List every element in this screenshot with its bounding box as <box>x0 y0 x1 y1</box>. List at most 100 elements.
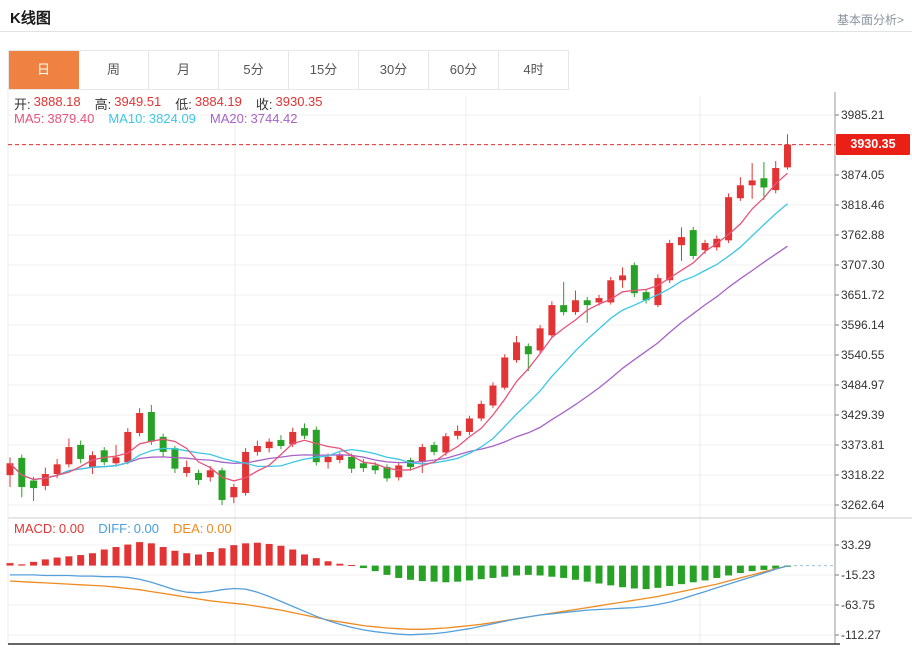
candle-body <box>489 385 497 406</box>
macd-bar <box>41 559 49 566</box>
macd-axis-label: -63.75 <box>841 598 875 612</box>
macd-bar <box>359 565 367 569</box>
dea-line <box>9 565 788 630</box>
macd-bar <box>736 565 744 574</box>
period-tab-6[interactable]: 60分 <box>429 51 499 89</box>
candle-body <box>30 480 38 489</box>
macd-bar <box>772 565 780 569</box>
macd-bar <box>595 565 603 584</box>
candle-body <box>53 464 61 475</box>
candle-body <box>477 403 485 419</box>
candle-body <box>560 305 568 313</box>
candle-body <box>242 451 250 493</box>
candle-body <box>112 457 120 464</box>
macd-bar <box>477 565 485 580</box>
macd-bar <box>524 565 532 575</box>
candle-body <box>6 463 14 476</box>
candle-body <box>689 230 697 256</box>
macd-bar <box>630 565 638 589</box>
chart-area[interactable]: 3985.21 3874.05 3818.46 3762.88 3707.30 3651.… <box>0 88 912 648</box>
candle-body <box>383 467 391 479</box>
candle-body <box>147 411 155 442</box>
candle-body <box>677 237 685 246</box>
macd-axis-label: 33.29 <box>841 538 871 552</box>
candle-body <box>324 456 332 463</box>
macd-bar <box>560 565 568 578</box>
price-axis-label: 3762.88 <box>841 228 885 242</box>
candle-body <box>654 278 662 306</box>
candle-body <box>312 429 320 463</box>
title-divider <box>0 31 912 32</box>
macd-bar <box>713 565 721 578</box>
macd-bar <box>301 554 308 566</box>
macd-bar <box>147 543 155 566</box>
period-tab-1[interactable]: 周 <box>79 51 149 89</box>
period-tab-0[interactable]: 日 <box>9 51 79 89</box>
candle-body <box>607 280 615 303</box>
macd-bar <box>136 542 144 566</box>
macd-bar <box>642 565 650 590</box>
macd-bar <box>18 564 26 566</box>
candle-body <box>630 265 638 294</box>
fundamental-analysis-link[interactable]: 基本面分析> <box>836 13 904 27</box>
current-price-tag: 3930.35 <box>836 134 910 155</box>
macd-bar <box>112 547 120 566</box>
period-tab-2[interactable]: 月 <box>149 51 219 89</box>
macd-bar <box>430 565 438 582</box>
candle-body <box>571 300 579 313</box>
macd-bar <box>571 565 579 580</box>
candle-body <box>336 455 344 461</box>
candle-body <box>642 292 650 301</box>
price-axis-label: 3484.97 <box>841 378 885 392</box>
macd-bar <box>654 565 662 588</box>
period-tab-3[interactable]: 5分 <box>219 51 289 89</box>
candle-body <box>359 463 367 469</box>
macd-bar <box>348 564 356 566</box>
period-tab-7[interactable]: 4时 <box>499 51 568 89</box>
macd-bar <box>418 565 426 582</box>
candle-body <box>183 467 191 473</box>
macd-bar <box>277 545 285 566</box>
candle-body <box>524 346 532 355</box>
macd-bar <box>501 565 509 577</box>
macd-bar <box>689 565 697 583</box>
macd-bar <box>454 565 462 582</box>
macd-bar <box>53 557 61 566</box>
macd-bar <box>77 555 85 566</box>
macd-bar <box>336 563 344 566</box>
candle-body <box>465 418 473 432</box>
macd-bar <box>65 556 73 566</box>
candle-body <box>136 413 144 434</box>
price-axis-label: 3818.46 <box>841 198 885 212</box>
price-axis-label: 3318.22 <box>841 468 885 482</box>
candle-body <box>783 144 791 168</box>
candle-body <box>159 436 167 452</box>
macd-bar <box>583 565 591 582</box>
period-tab-5[interactable]: 30分 <box>359 51 429 89</box>
price-axis-label: 3596.14 <box>841 318 885 332</box>
candle-body <box>748 180 756 186</box>
period-tab-4[interactable]: 15分 <box>289 51 359 89</box>
price-axis-label: 3373.81 <box>841 438 885 452</box>
macd-bar <box>619 565 627 588</box>
candle-body <box>595 298 603 303</box>
macd-bar <box>548 565 556 577</box>
price-axis-label: 3985.21 <box>841 108 885 122</box>
candle-body <box>88 455 96 468</box>
price-axis-label: 3707.30 <box>841 258 885 272</box>
macd-bar <box>6 563 14 566</box>
candle-body <box>194 472 202 480</box>
ma5-line <box>9 172 788 482</box>
macd-bar <box>371 565 379 572</box>
candle-body <box>583 300 591 306</box>
macd-bar <box>289 549 297 566</box>
kline-chart-canvas[interactable]: 3985.21 3874.05 3818.46 3762.88 3707.30 3651.… <box>0 88 912 648</box>
macd-bar <box>442 565 450 583</box>
macd-bar <box>407 565 415 580</box>
candle-body <box>501 357 509 388</box>
candle-body <box>442 436 450 453</box>
candle-body <box>430 444 438 452</box>
candle-body <box>760 178 768 188</box>
price-axis-label: 3429.39 <box>841 408 885 422</box>
candle-body <box>277 440 285 446</box>
